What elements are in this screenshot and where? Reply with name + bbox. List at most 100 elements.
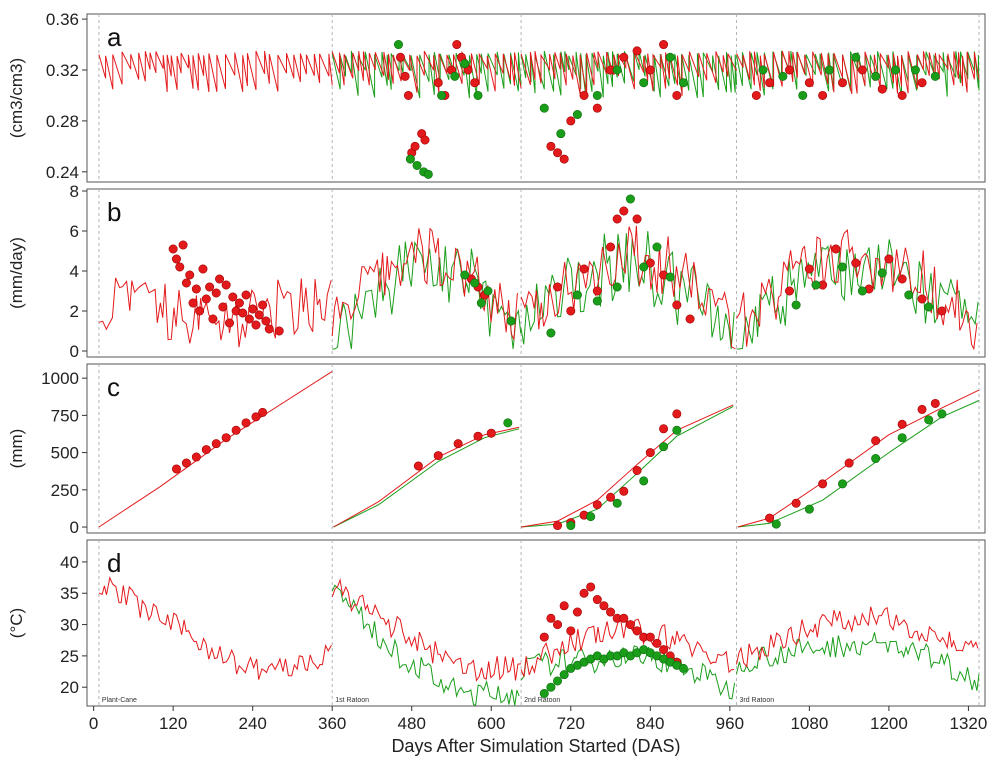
data-point-green xyxy=(437,90,447,100)
data-point-red xyxy=(672,409,682,419)
data-point-green xyxy=(665,272,675,282)
y-tick-label: 1000 xyxy=(41,369,79,388)
data-point-red xyxy=(592,500,602,510)
data-point-red xyxy=(606,492,616,502)
data-point-green xyxy=(930,71,940,81)
data-point-red xyxy=(566,306,576,316)
data-point-green xyxy=(824,65,834,75)
data-point-red xyxy=(258,407,268,417)
data-point-red xyxy=(201,445,211,455)
data-point-green xyxy=(405,154,415,164)
data-point-red xyxy=(191,452,201,462)
series-line-red xyxy=(520,225,736,350)
series-line-green xyxy=(520,645,736,700)
y-tick-label: 2 xyxy=(70,302,79,321)
x-axis-title: Days After Simulation Started (DAS) xyxy=(391,736,680,756)
panel-letter: d xyxy=(107,548,121,578)
data-point-red xyxy=(198,264,208,274)
data-point-green xyxy=(924,302,934,312)
data-point-green xyxy=(612,65,622,75)
data-point-red xyxy=(413,461,423,471)
y-tick-label: 4 xyxy=(70,262,79,281)
x-tick-label: 240 xyxy=(238,714,266,733)
data-point-red xyxy=(238,308,248,318)
data-point-red xyxy=(171,464,181,474)
data-point-red xyxy=(765,78,775,88)
y-axis-label: (°C) xyxy=(7,608,26,638)
data-point-red xyxy=(211,439,221,449)
data-point-red xyxy=(553,282,563,292)
data-point-red xyxy=(453,439,463,449)
data-point-red xyxy=(592,595,602,605)
data-point-green xyxy=(393,40,403,50)
data-point-red xyxy=(175,262,185,272)
data-point-red xyxy=(877,84,887,94)
series-line-red xyxy=(736,606,979,668)
plot-area xyxy=(98,194,979,351)
data-point-red xyxy=(818,90,828,100)
y-axis-label: (cm3/cm3) xyxy=(7,58,26,138)
data-point-red xyxy=(231,425,241,435)
data-point-red xyxy=(248,304,258,314)
plot-area xyxy=(98,370,980,531)
data-point-red xyxy=(784,286,794,296)
series-line-red xyxy=(333,426,520,528)
data-point-green xyxy=(771,519,781,529)
data-point-red xyxy=(612,214,622,224)
data-point-green xyxy=(798,90,808,100)
data-point-green xyxy=(473,90,483,100)
data-point-green xyxy=(871,454,881,464)
data-point-green xyxy=(559,670,569,680)
data-point-green xyxy=(470,278,480,288)
data-point-red xyxy=(473,431,483,441)
data-point-red xyxy=(395,52,405,62)
x-tick-label: 360 xyxy=(318,714,346,733)
panel-frame xyxy=(86,539,986,707)
series-line-red xyxy=(331,577,522,682)
series-line-red xyxy=(737,389,980,528)
data-point-green xyxy=(546,328,556,338)
data-point-red xyxy=(930,398,940,408)
data-point-green xyxy=(857,286,867,296)
data-point-red xyxy=(181,278,191,288)
data-point-red xyxy=(857,65,867,75)
data-point-green xyxy=(811,280,821,290)
series-line-green xyxy=(520,231,735,350)
series-line-red xyxy=(520,51,737,96)
data-point-green xyxy=(476,298,486,308)
series-line-red xyxy=(331,227,518,342)
data-point-red xyxy=(546,141,556,151)
data-point-red xyxy=(632,214,642,224)
x-tick-label: 1080 xyxy=(790,714,828,733)
data-point-red xyxy=(592,286,602,296)
data-point-green xyxy=(546,682,556,692)
x-tick-label: 0 xyxy=(89,714,98,733)
data-point-red xyxy=(659,40,669,50)
data-point-green xyxy=(897,433,907,443)
data-point-green xyxy=(572,110,582,120)
data-point-red xyxy=(188,298,198,308)
data-point-red xyxy=(632,465,642,475)
data-point-red xyxy=(215,274,225,284)
data-point-red xyxy=(244,314,254,324)
data-point-green xyxy=(639,476,649,486)
data-point-red xyxy=(181,458,191,468)
data-point-green xyxy=(791,300,801,310)
data-point-red xyxy=(553,521,563,531)
segment-label: Plant-Cane xyxy=(102,697,137,704)
data-point-red xyxy=(884,254,894,264)
data-point-red xyxy=(784,65,794,75)
data-point-green xyxy=(877,268,887,278)
data-point-red xyxy=(470,78,480,88)
x-tick-label: 1200 xyxy=(870,714,908,733)
data-point-red xyxy=(201,294,211,304)
data-point-red xyxy=(433,78,443,88)
data-point-green xyxy=(678,78,688,88)
data-point-red xyxy=(185,270,195,280)
data-point-green xyxy=(851,52,861,62)
data-point-red xyxy=(897,419,907,429)
y-tick-label: 0 xyxy=(70,342,79,361)
y-tick-label: 0.36 xyxy=(46,10,79,29)
data-point-red xyxy=(221,280,231,290)
data-point-red xyxy=(672,300,682,310)
